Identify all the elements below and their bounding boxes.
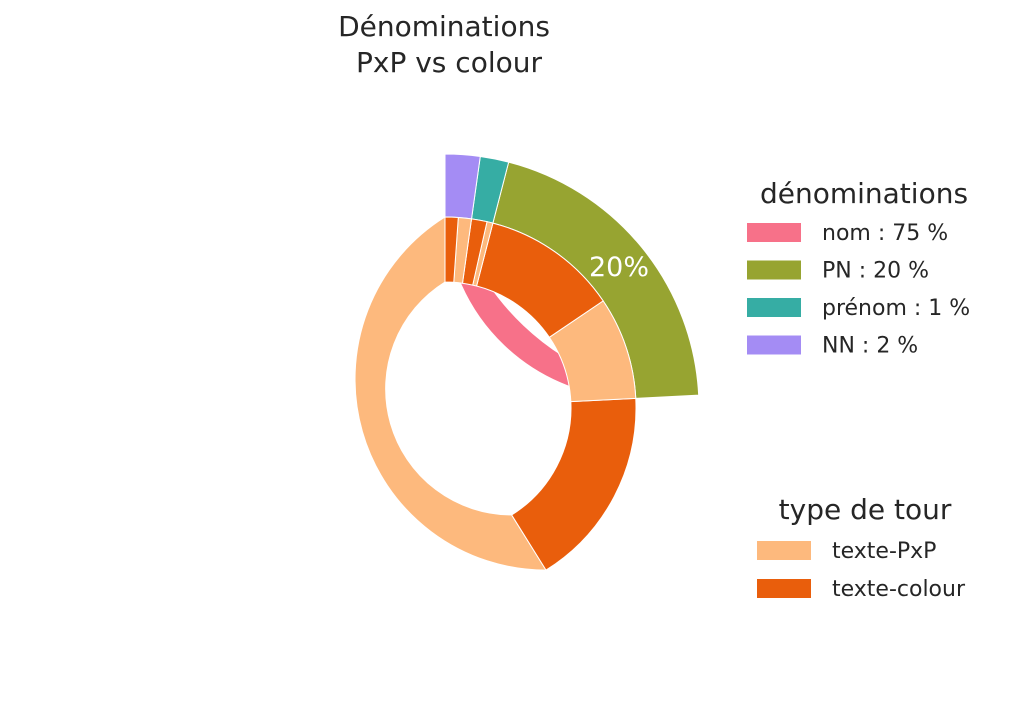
inner-slice-nom-texte-colour bbox=[510, 397, 637, 571]
legend-label-texte-colour: texte-colour bbox=[832, 577, 966, 602]
legend-swatch-nn bbox=[747, 335, 801, 355]
chart-title-line-1: Dénominations bbox=[338, 10, 550, 43]
legend-type-de-tour-title: type de tour bbox=[779, 493, 952, 526]
legend-denominations-title: dénominations bbox=[760, 177, 968, 210]
legend-label-prenom: prénom : 1 % bbox=[822, 296, 970, 321]
legend-label-texte-pxp: texte-PxP bbox=[832, 539, 936, 564]
legend-label-nom: nom : 75 % bbox=[822, 221, 948, 246]
legend-swatch-prenom bbox=[747, 298, 801, 317]
legend-label-pn: PN : 20 % bbox=[822, 259, 929, 284]
legend-swatch-texte-colour bbox=[757, 579, 811, 598]
chart-title-line-2: PxP vs colour bbox=[356, 46, 542, 79]
legend-swatch-texte-pxp bbox=[757, 541, 811, 560]
legend-swatch-pn bbox=[747, 260, 801, 280]
legend-denominations: dénominations nom : 75 % PN : 20 % prénom … bbox=[747, 177, 970, 359]
percent-labels: 75% 20% bbox=[260, 252, 649, 588]
percent-label-nom: 75% bbox=[260, 557, 320, 588]
inner-slice-nn-texte-colour bbox=[444, 216, 459, 283]
inner-slice-nom-texte-pxp bbox=[354, 216, 547, 571]
legend-type-de-tour: type de tour texte-PxP texte-colour bbox=[757, 493, 966, 602]
legend-label-nn: NN : 2 % bbox=[822, 334, 918, 359]
legend-swatch-nom bbox=[747, 223, 801, 242]
chart-title: Dénominations PxP vs colour bbox=[338, 10, 550, 79]
percent-label-pn: 20% bbox=[589, 252, 649, 283]
inner-ring bbox=[354, 216, 637, 571]
